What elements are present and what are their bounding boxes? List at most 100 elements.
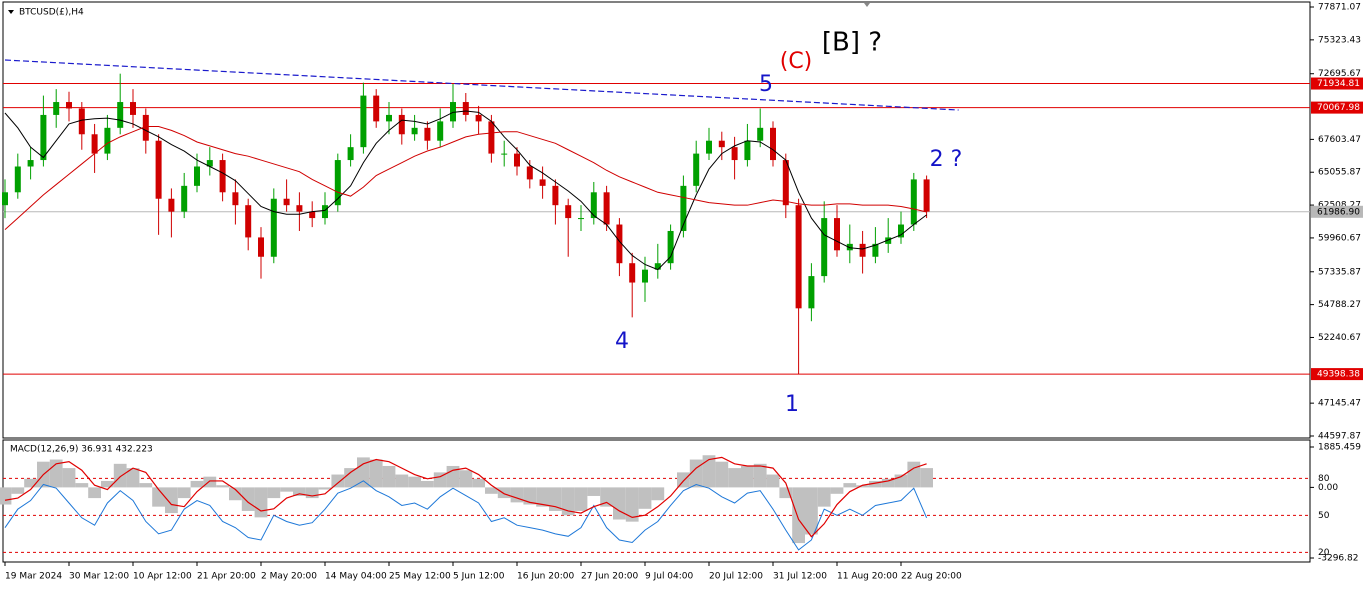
macd-bar [113, 463, 127, 488]
candle-body [53, 102, 60, 115]
y-tick-label: 62508.27 [1318, 201, 1361, 211]
y-tick-label: 67603.47 [1318, 135, 1361, 145]
y2-tick-label: 20 [1318, 548, 1330, 558]
x-tick-label: 30 Mar 12:00 [69, 572, 129, 582]
candle-body [27, 160, 34, 167]
macd-bar [779, 487, 793, 499]
macd-bar [433, 472, 447, 488]
candle-body [757, 127, 764, 141]
candle-body [283, 198, 290, 206]
candle-body [590, 192, 597, 219]
candle-body [245, 205, 252, 238]
x-tick-label: 22 Aug 20:00 [901, 572, 962, 582]
macd-bar [126, 468, 140, 488]
macd-bar [728, 468, 741, 488]
candle-body [360, 95, 367, 148]
x-tick-label: 11 Aug 20:00 [837, 572, 898, 582]
candle-body [718, 140, 725, 148]
y-tick-label: 72695.67 [1318, 69, 1361, 79]
marker [864, 3, 870, 7]
x-tick-label: 20 Jul 12:00 [709, 572, 763, 582]
candle-body [514, 153, 520, 167]
candle-body [14, 166, 21, 193]
macd-bar [75, 483, 89, 488]
price-label: 49398.38 [1317, 370, 1360, 380]
macd-bar [203, 476, 217, 488]
x-tick-label: 19 Mar 2024 [5, 572, 62, 582]
x-tick-label: 10 Apr 12:00 [133, 572, 192, 582]
candle-body [744, 140, 751, 161]
candle-body [117, 102, 124, 128]
macd-bar [536, 487, 549, 507]
x-tick-label: 27 Jun 20:00 [581, 572, 638, 582]
macd-bar [421, 480, 434, 488]
macd-bar [702, 455, 716, 488]
candle-body [693, 153, 700, 186]
signal-line [4, 456, 927, 538]
macd-bar [817, 487, 831, 507]
macd-bar [190, 480, 204, 488]
y-tick-label: 59960.67 [1318, 233, 1361, 243]
x-tick-label: 16 Jun 20:00 [517, 572, 574, 582]
x-tick-label: 21 Apr 20:00 [197, 572, 256, 582]
candle-body [923, 179, 930, 212]
macd-bar [766, 474, 780, 488]
candle-body [565, 205, 572, 219]
candle-body [104, 127, 111, 154]
candle-body [539, 179, 546, 186]
candle-body [91, 134, 98, 154]
macd-bar [11, 487, 25, 494]
macd-bar [0, 487, 12, 505]
candle-body [206, 160, 213, 167]
x-tick-label: 25 May 12:00 [389, 572, 451, 582]
macd-bar [792, 487, 805, 544]
y-tick-label: 57335.87 [1318, 267, 1361, 277]
wave-label: [B] ? [822, 28, 882, 58]
macd-tick-label: -3296.82 [1318, 554, 1358, 564]
candle-body [232, 192, 239, 206]
macd-bar [344, 468, 357, 488]
candle-body [706, 140, 712, 154]
candle-body [270, 198, 277, 257]
price-label-box [1311, 368, 1363, 381]
macd-bar [856, 485, 869, 488]
menu-arrow [8, 10, 14, 14]
macd-bar [715, 461, 729, 488]
candle-body [578, 218, 584, 220]
wave-label: 2 ? [930, 147, 963, 172]
candle-body [616, 224, 623, 264]
candle-body [795, 205, 802, 309]
candle-body [846, 243, 853, 251]
candle-body [66, 102, 72, 109]
candle-body [680, 185, 687, 231]
wave-label: (C) [780, 49, 813, 74]
price-label: 70067.98 [1317, 103, 1360, 113]
macd-bar [574, 487, 588, 511]
candle-body [322, 205, 328, 219]
macd-bar [280, 487, 293, 492]
moving-average [4, 110, 927, 271]
candle-body [475, 114, 482, 122]
macd-bar [638, 487, 652, 509]
macd-bar [293, 487, 306, 496]
candle-body [654, 263, 661, 270]
macd-bar [101, 480, 114, 488]
x-tick-label: 2 May 20:00 [261, 572, 317, 582]
candle-body [296, 205, 303, 212]
macd-bar [62, 468, 76, 488]
price-label-box [1311, 205, 1363, 218]
candle-body [910, 179, 917, 225]
macd-bar [549, 487, 562, 511]
y-tick-label: 77871.07 [1318, 3, 1361, 13]
candle-body [130, 102, 136, 115]
macd-bar [677, 472, 690, 488]
candle-body [194, 166, 200, 186]
candle-body [219, 160, 226, 193]
macd-bar [177, 487, 191, 499]
candle-body [373, 95, 380, 122]
macd-bar [152, 487, 165, 507]
candle-body [501, 153, 508, 155]
candle-body [782, 160, 789, 206]
candle-body [462, 102, 469, 115]
